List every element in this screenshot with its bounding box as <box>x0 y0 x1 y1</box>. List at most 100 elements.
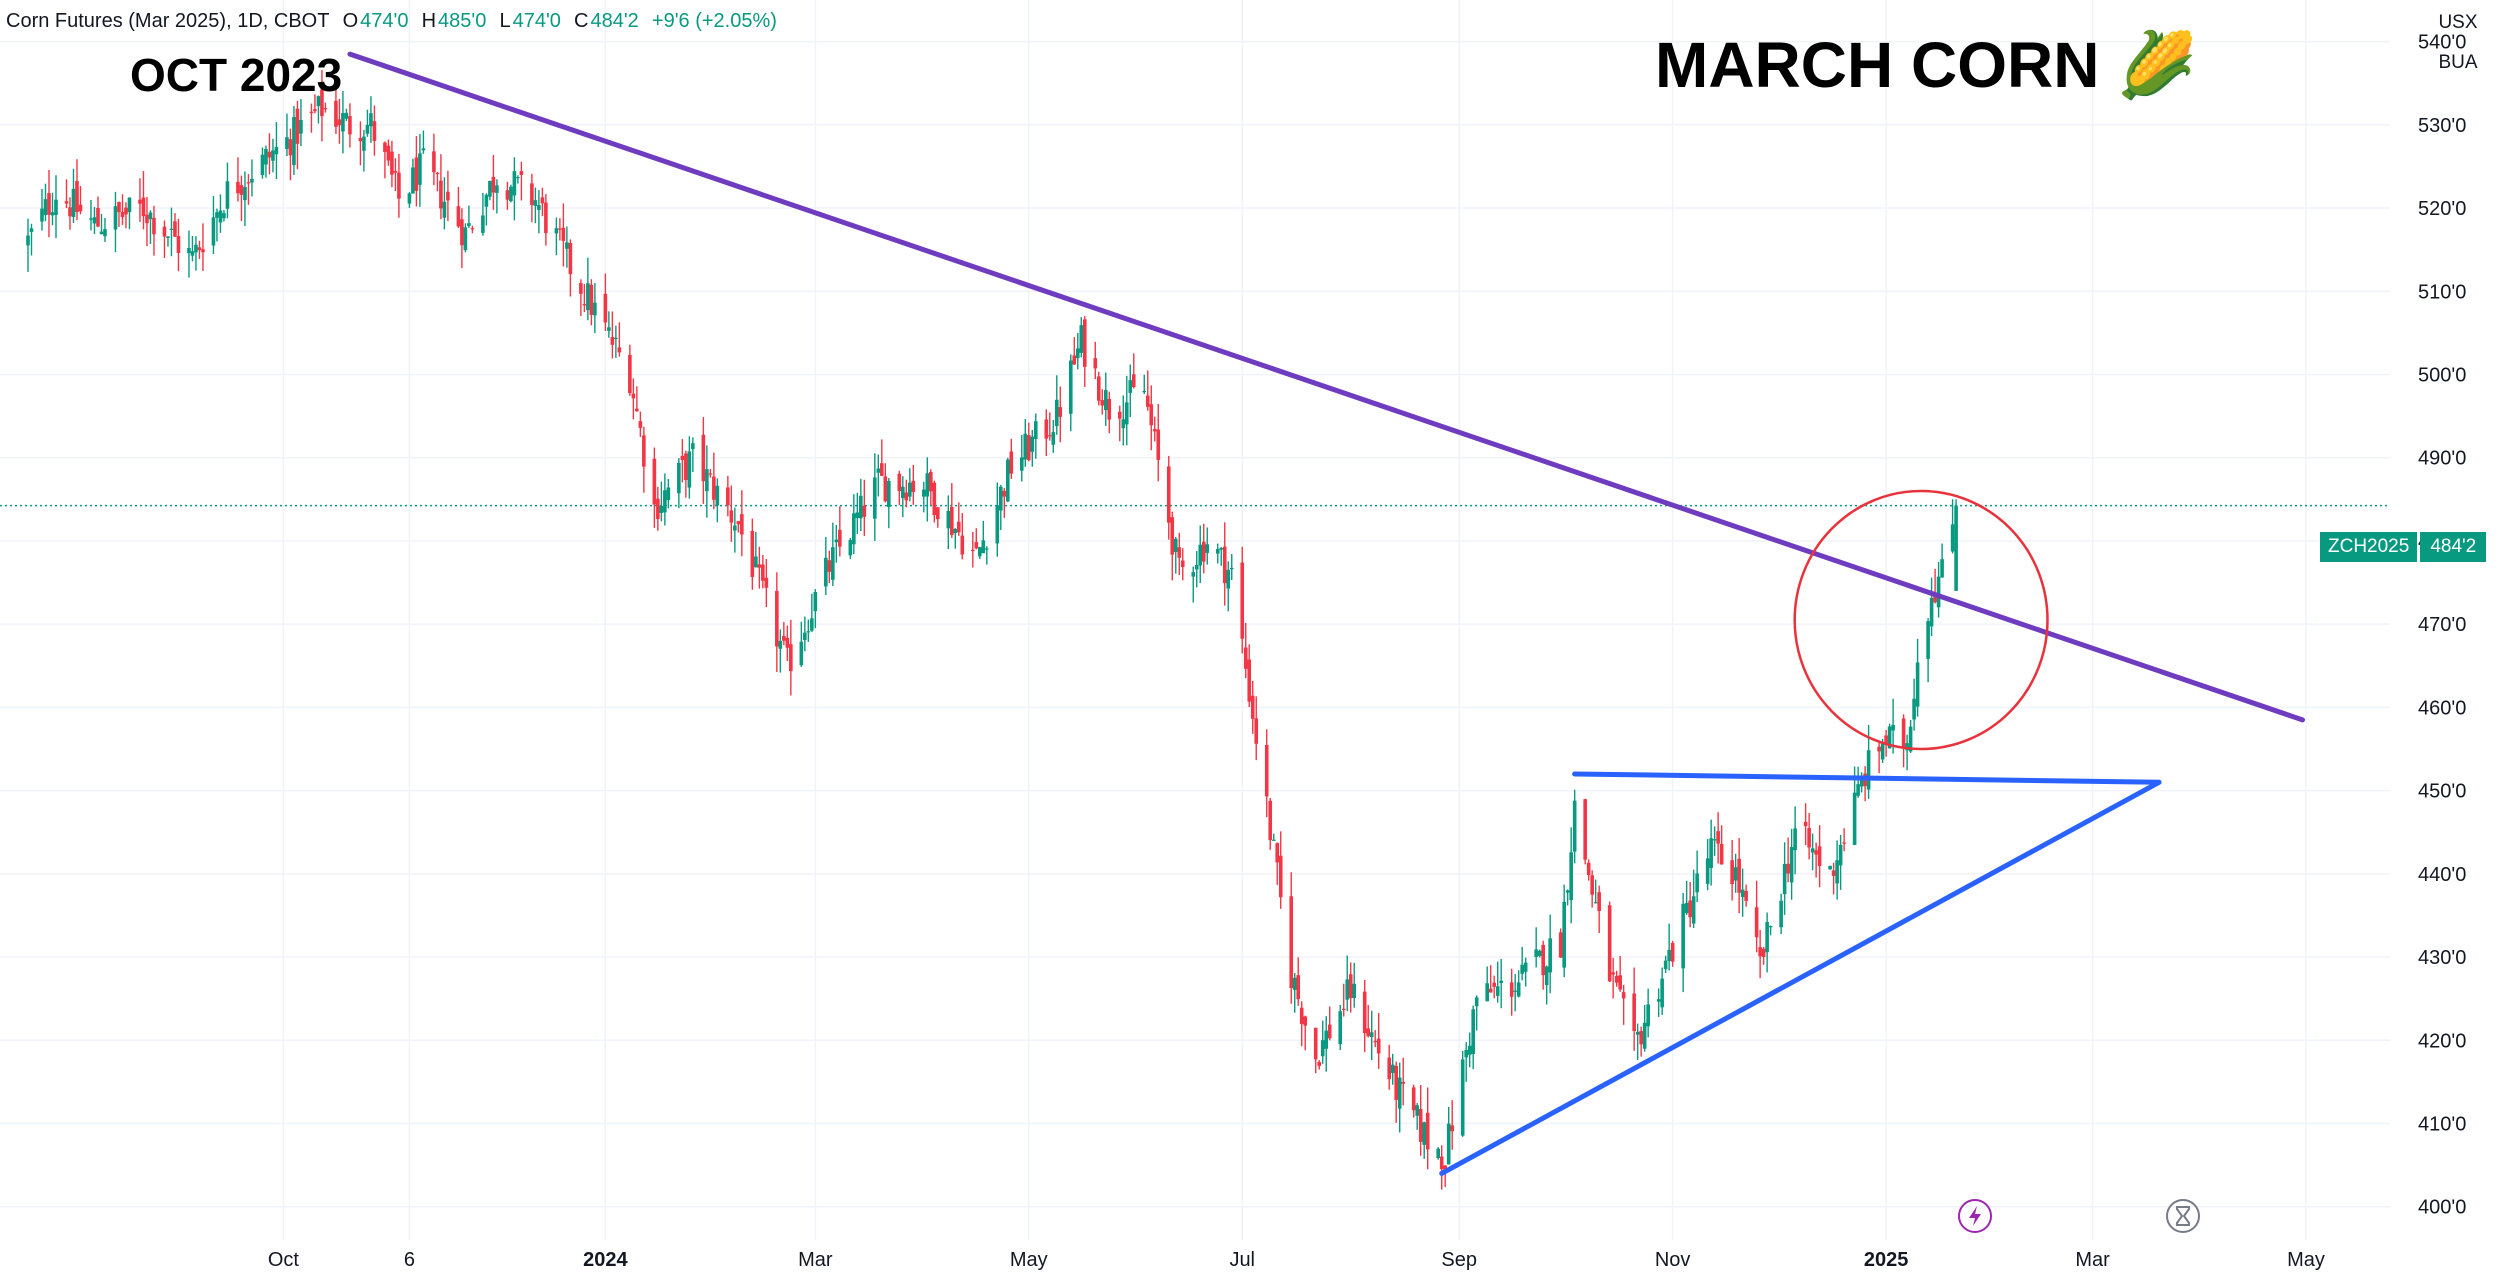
candle-body <box>411 167 415 194</box>
candle-body <box>1352 983 1357 998</box>
y-tick-label: 450'0 <box>2418 781 2466 803</box>
candle-body <box>1660 978 1664 1008</box>
candle-body <box>68 207 72 217</box>
candle <box>904 479 909 508</box>
candle <box>1289 872 1294 1004</box>
candle <box>1719 825 1724 865</box>
candle <box>1712 826 1717 856</box>
candle <box>691 437 695 473</box>
candle-body <box>1366 1028 1371 1037</box>
candle <box>285 113 289 157</box>
candle-body <box>456 206 461 227</box>
candle-body <box>1688 900 1692 918</box>
triangle-bottom-line <box>1439 779 2162 1176</box>
candle-body <box>470 228 475 230</box>
candle <box>194 236 198 271</box>
candle-body <box>1044 419 1049 439</box>
candle <box>733 507 737 553</box>
candle <box>1905 734 1909 771</box>
candle <box>1793 806 1797 875</box>
candle <box>1509 968 1514 1016</box>
candle <box>309 103 314 133</box>
lightning-icon[interactable] <box>1958 1199 1992 1233</box>
candle <box>1303 1015 1308 1051</box>
candle-body <box>1866 750 1871 790</box>
candle <box>383 141 387 179</box>
candle-body <box>215 212 219 218</box>
candle-body <box>855 512 860 519</box>
candle <box>1607 901 1612 983</box>
candle <box>736 520 741 533</box>
candle <box>435 171 440 192</box>
candle-body <box>1387 1057 1392 1080</box>
x-tick-label: Mar <box>2075 1249 2110 1271</box>
candle <box>316 95 321 124</box>
candle-body <box>1681 903 1685 969</box>
candle-body <box>442 201 447 218</box>
candle <box>953 528 958 549</box>
candle <box>544 194 548 246</box>
candle <box>565 226 569 268</box>
candle-body <box>614 337 618 340</box>
candle-body <box>99 231 104 235</box>
triangle-top-line <box>1572 771 2162 785</box>
candle <box>92 207 97 235</box>
candle <box>908 468 912 502</box>
candle <box>1621 984 1626 1025</box>
candle-body <box>1548 938 1552 973</box>
candle <box>481 192 485 236</box>
candle-body <box>813 591 818 612</box>
x-tick-label: May <box>1010 1249 1048 1271</box>
candle <box>929 469 933 506</box>
candle-body <box>726 487 730 506</box>
candle <box>1264 729 1269 818</box>
candle <box>589 279 594 326</box>
candle-body <box>712 476 716 500</box>
candle <box>120 194 125 225</box>
candle-body <box>970 549 975 552</box>
candle-body <box>386 145 391 161</box>
candle <box>75 159 79 221</box>
candle <box>1915 638 1920 717</box>
candle-body <box>1534 949 1538 957</box>
candle-body <box>530 183 534 205</box>
candle-body <box>1740 889 1745 897</box>
candle <box>1226 561 1231 612</box>
candle-body <box>1397 1077 1402 1109</box>
candle <box>358 121 363 166</box>
unit-label[interactable]: BUA <box>2438 52 2478 73</box>
candle-body <box>691 443 695 450</box>
currency-label[interactable]: USX <box>2438 12 2478 33</box>
y-tick-label: 460'0 <box>2418 697 2466 719</box>
candle-body <box>666 487 671 501</box>
candle <box>554 217 559 256</box>
candle-body <box>1124 402 1129 425</box>
candle-body <box>1390 1064 1395 1074</box>
hourglass-icon[interactable] <box>2166 1199 2200 1233</box>
candle <box>1614 970 1619 987</box>
y-tick-label: 520'0 <box>2418 198 2466 220</box>
candle-body <box>1373 1040 1378 1043</box>
candle <box>568 239 573 297</box>
candle-body <box>1782 863 1787 895</box>
candle <box>1026 422 1031 462</box>
candle <box>1292 973 1297 1013</box>
candle <box>1635 1023 1640 1060</box>
candle <box>484 193 489 226</box>
y-tick-label: 540'0 <box>2418 32 2466 54</box>
candle-body <box>309 111 314 113</box>
candle-body <box>1033 421 1038 439</box>
candle-body <box>1793 828 1797 851</box>
high-label: H <box>421 10 437 32</box>
candle <box>442 177 447 230</box>
candle-body <box>47 193 51 215</box>
candle-body <box>617 347 622 353</box>
candle <box>1558 928 1563 958</box>
candle-body <box>1299 1007 1304 1025</box>
candle-body <box>1492 982 1496 987</box>
candle <box>96 196 100 228</box>
candle <box>124 202 128 229</box>
candle <box>680 439 685 483</box>
